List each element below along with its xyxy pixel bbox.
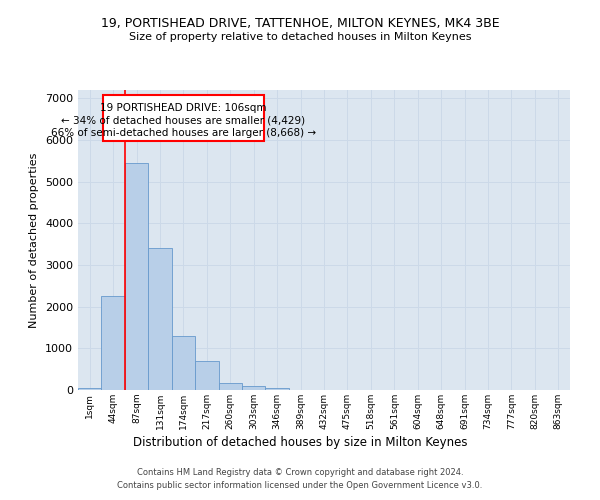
Text: Size of property relative to detached houses in Milton Keynes: Size of property relative to detached ho… xyxy=(129,32,471,42)
Bar xyxy=(172,336,195,390)
Text: Contains HM Land Registry data © Crown copyright and database right 2024.: Contains HM Land Registry data © Crown c… xyxy=(137,468,463,477)
Bar xyxy=(101,296,125,390)
Text: 66% of semi-detached houses are larger (8,668) →: 66% of semi-detached houses are larger (… xyxy=(51,128,316,138)
Bar xyxy=(218,383,242,390)
Text: 19 PORTISHEAD DRIVE: 106sqm: 19 PORTISHEAD DRIVE: 106sqm xyxy=(100,103,266,113)
Text: ← 34% of detached houses are smaller (4,429): ← 34% of detached houses are smaller (4,… xyxy=(61,115,305,125)
Bar xyxy=(242,386,265,390)
Bar xyxy=(195,361,218,390)
Bar xyxy=(125,163,148,390)
Bar xyxy=(265,388,289,390)
Bar xyxy=(148,248,172,390)
Bar xyxy=(103,95,264,141)
Text: Distribution of detached houses by size in Milton Keynes: Distribution of detached houses by size … xyxy=(133,436,467,449)
Bar xyxy=(78,388,101,390)
Text: 19, PORTISHEAD DRIVE, TATTENHOE, MILTON KEYNES, MK4 3BE: 19, PORTISHEAD DRIVE, TATTENHOE, MILTON … xyxy=(101,18,499,30)
Y-axis label: Number of detached properties: Number of detached properties xyxy=(29,152,40,328)
Text: Contains public sector information licensed under the Open Government Licence v3: Contains public sector information licen… xyxy=(118,480,482,490)
